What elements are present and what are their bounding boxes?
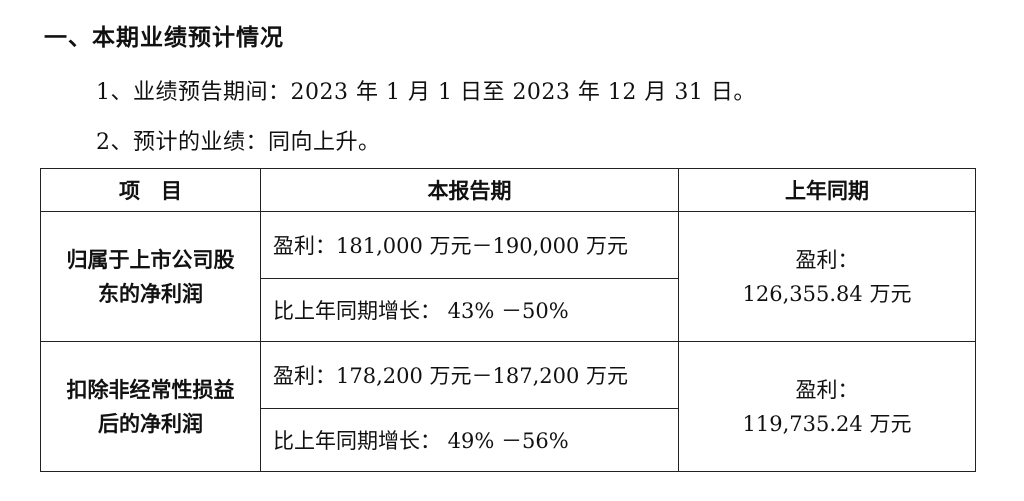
table-row: 比上年同期增长： 43% －50% — [41, 278, 976, 342]
prior-label: 盈利： — [795, 377, 859, 402]
current-growth: 比上年同期增长： 43% －50% — [260, 278, 679, 342]
item-net-profit: 归属于上市公司股 东的净利润 — [40, 211, 261, 342]
item-label-line1: 归属于上市公司股 — [66, 247, 235, 272]
item-deducted-net-profit: 扣除非经常性损益 后的净利润 — [40, 341, 261, 472]
prior-year-cell: 盈利： 119,735.24 万元 — [678, 341, 976, 472]
table-row: 比上年同期增长： 49% －56% — [41, 408, 976, 472]
section-title: 一、本期业绩预计情况 — [44, 25, 284, 51]
item-label-line1: 扣除非经常性损益 — [66, 377, 235, 402]
table-header-row: 项 目 本报告期 上年同期 — [40, 168, 976, 212]
header-current-period: 本报告期 — [260, 168, 679, 212]
current-growth: 比上年同期增长： 49% －56% — [260, 408, 679, 472]
header-item: 项 目 — [40, 168, 261, 212]
forecast-table: 项 目 本报告期 上年同期 归属于上市公司股 东的净利润 盈利：181,000 … — [40, 168, 976, 472]
prior-value: 119,735.24 万元 — [742, 411, 912, 436]
table-row: 扣除非经常性损益 后的净利润 盈利：178,200 万元－187,200 万元 … — [40, 341, 976, 472]
item-label-line2: 后的净利润 — [98, 411, 203, 436]
prior-label: 盈利： — [795, 247, 859, 272]
forecast-period: 1、业绩预告期间：2023 年 1 月 1 日至 2023 年 12 月 31 … — [96, 80, 756, 105]
item-label-line2: 东的净利润 — [98, 281, 203, 306]
current-profit: 盈利：178,200 万元－187,200 万元 — [260, 341, 679, 409]
prior-value: 126,355.84 万元 — [742, 281, 912, 306]
current-profit: 盈利：181,000 万元－190,000 万元 — [260, 211, 679, 279]
table-row: 归属于上市公司股 东的净利润 盈利：181,000 万元－190,000 万元 … — [40, 211, 976, 342]
prior-year-cell: 盈利： 126,355.84 万元 — [678, 211, 976, 342]
header-prior-year: 上年同期 — [678, 168, 976, 212]
forecast-result: 2、预计的业绩：同向上升。 — [96, 130, 381, 155]
